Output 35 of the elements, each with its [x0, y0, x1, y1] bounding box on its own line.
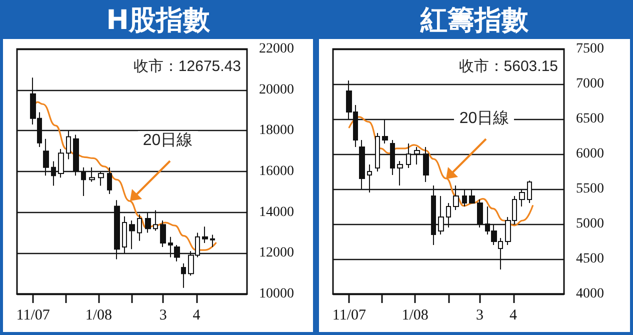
y-tick-label: 4000 [576, 286, 604, 302]
y-tick-label: 7000 [576, 76, 604, 92]
candlestick [397, 160, 403, 186]
text: 20日線 [454, 108, 514, 128]
annotation: 收市：12675.43 [133, 58, 242, 75]
text: 20日線 [138, 131, 198, 152]
chart-title: 紅籌指數 [319, 3, 630, 39]
y-tick-label: 20000 [259, 82, 294, 98]
x-tick-label: 4 [510, 308, 518, 324]
y-tick-label: 6000 [576, 146, 604, 162]
x-tick-label: 1/08 [402, 308, 428, 324]
x-tick-label: 11/07 [332, 308, 366, 324]
candlestick [129, 220, 135, 250]
candlestick [160, 220, 166, 248]
chart-title: H股指數 [3, 3, 313, 39]
annotation: 收市：5603.15 [458, 58, 558, 75]
y-tick-label: 6500 [576, 112, 604, 126]
x-tick-label: 3 [159, 308, 167, 324]
y-tick-label: 7500 [576, 42, 604, 56]
y-tick-label: 12000 [259, 246, 294, 261]
y-tick-label: 22000 [259, 42, 294, 56]
y-tick-label: 18000 [259, 123, 294, 138]
y-tick-label: 10000 [259, 286, 294, 302]
candlestick [202, 226, 208, 244]
y-tick-label: 14000 [259, 204, 294, 220]
y-tick-label: 16000 [259, 164, 294, 179]
x-tick-label: 3 [476, 308, 484, 324]
y-tick-label: 5500 [576, 182, 604, 196]
x-tick-label: 11/07 [16, 308, 50, 324]
candlestick [181, 262, 186, 288]
candlestick [210, 234, 215, 248]
x-tick-label: 4 [192, 308, 201, 324]
y-tick-label: 4500 [576, 252, 604, 266]
y-tick-label: 5000 [576, 216, 604, 232]
x-tick-label: 1/08 [85, 308, 112, 324]
